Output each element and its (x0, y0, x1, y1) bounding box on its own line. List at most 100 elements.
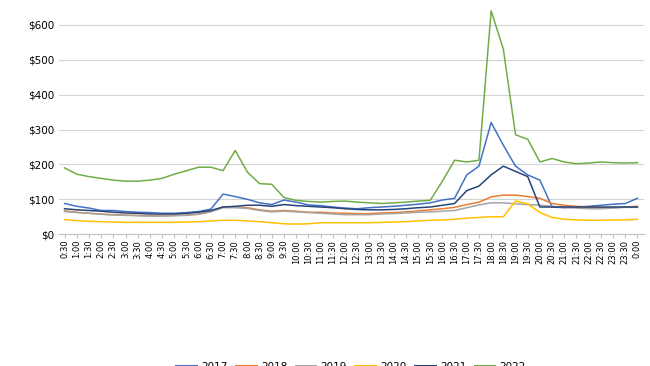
2019 (219, 206, 227, 210)
2019 (573, 206, 580, 210)
2021 (426, 205, 434, 209)
2022 (414, 199, 422, 203)
2017 (621, 201, 629, 206)
2018 (597, 206, 604, 210)
2018 (609, 206, 617, 210)
2022 (402, 200, 410, 204)
2020 (548, 215, 556, 220)
2018 (634, 204, 642, 209)
2022 (122, 179, 129, 183)
2020 (585, 218, 593, 223)
2017 (329, 205, 337, 209)
2017 (280, 198, 288, 202)
2018 (621, 205, 629, 209)
2021 (85, 208, 93, 213)
2018 (488, 195, 495, 199)
2020 (146, 220, 154, 225)
2017 (585, 204, 593, 209)
2022 (548, 156, 556, 161)
2022 (60, 166, 68, 170)
2021 (463, 188, 471, 193)
2020 (560, 217, 568, 221)
2022 (439, 179, 447, 183)
2018 (219, 205, 227, 209)
2019 (378, 212, 385, 216)
2019 (450, 208, 458, 213)
2018 (463, 202, 471, 207)
2022 (390, 201, 398, 205)
2019 (475, 203, 483, 207)
2022 (170, 172, 178, 176)
2021 (219, 205, 227, 209)
2022 (280, 195, 288, 200)
2019 (609, 206, 617, 210)
2022 (85, 175, 93, 179)
2021 (341, 206, 349, 211)
2021 (255, 203, 263, 208)
2022 (475, 158, 483, 163)
2019 (195, 212, 203, 217)
2020 (378, 220, 385, 225)
2019 (317, 211, 324, 216)
2022 (426, 198, 434, 202)
2017 (573, 205, 580, 209)
2019 (170, 213, 178, 218)
2019 (98, 212, 105, 217)
2022 (219, 168, 227, 173)
2019 (536, 203, 544, 208)
2021 (548, 205, 556, 209)
2021 (450, 201, 458, 206)
2021 (585, 205, 593, 209)
2021 (304, 204, 312, 209)
2017 (304, 203, 312, 207)
2017 (195, 209, 203, 214)
2019 (158, 214, 166, 218)
2020 (255, 220, 263, 224)
2020 (183, 220, 190, 224)
2017 (560, 206, 568, 210)
2019 (499, 201, 507, 205)
2020 (621, 218, 629, 222)
2020 (597, 218, 604, 223)
2018 (304, 210, 312, 214)
2018 (109, 213, 117, 217)
2019 (402, 211, 410, 215)
2022 (573, 161, 580, 166)
Line: 2021: 2021 (64, 166, 638, 214)
2018 (329, 211, 337, 215)
2019 (353, 213, 361, 217)
2017 (414, 202, 422, 206)
2018 (183, 213, 190, 217)
2022 (488, 9, 495, 13)
2022 (341, 199, 349, 203)
2018 (195, 212, 203, 216)
2022 (353, 200, 361, 204)
2020 (292, 222, 300, 226)
2018 (255, 208, 263, 212)
2020 (268, 221, 276, 225)
2021 (414, 206, 422, 210)
2017 (524, 173, 532, 177)
2018 (402, 210, 410, 214)
2019 (231, 206, 239, 210)
2017 (207, 207, 215, 211)
2018 (414, 209, 422, 213)
2020 (219, 218, 227, 223)
2017 (292, 200, 300, 204)
2020 (60, 217, 68, 222)
2022 (195, 165, 203, 169)
2018 (378, 211, 385, 215)
2020 (85, 219, 93, 224)
2020 (499, 214, 507, 219)
2022 (621, 161, 629, 165)
2019 (621, 205, 629, 210)
2019 (390, 212, 398, 216)
2017 (146, 210, 154, 215)
2019 (304, 210, 312, 215)
2021 (439, 203, 447, 208)
2021 (158, 212, 166, 216)
2020 (463, 216, 471, 220)
2021 (60, 206, 68, 211)
2018 (268, 209, 276, 213)
2018 (365, 212, 373, 216)
